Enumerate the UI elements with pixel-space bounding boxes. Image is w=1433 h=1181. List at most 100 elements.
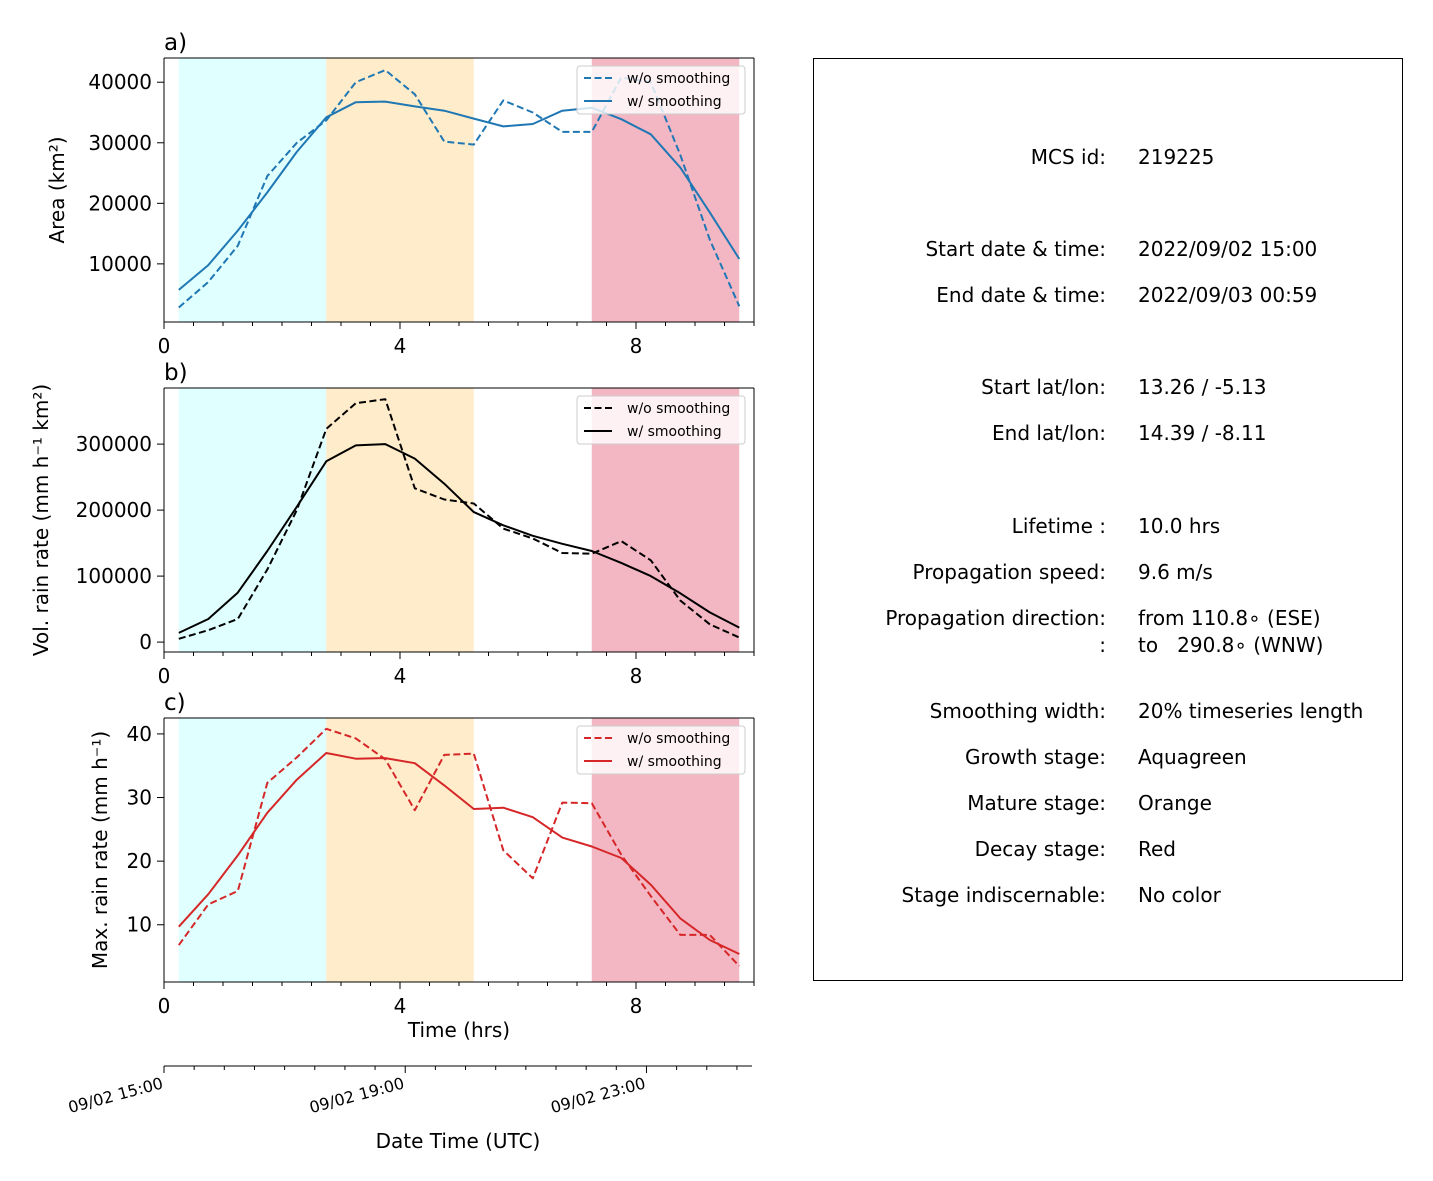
info-label: End lat/lon: bbox=[992, 421, 1106, 445]
mature-stage-band bbox=[326, 58, 474, 322]
info-label: Decay stage: bbox=[974, 837, 1106, 861]
series-line-smoothed bbox=[178, 100, 741, 291]
info-label: End date & time: bbox=[936, 283, 1106, 307]
info-value: Red bbox=[1138, 837, 1176, 861]
legend-label: w/o smoothing bbox=[627, 401, 730, 417]
info-value: 2022/09/02 15:00 bbox=[1138, 237, 1318, 261]
legend-box bbox=[576, 395, 746, 445]
x-tick-label: 4 bbox=[394, 664, 407, 688]
panel-label: c) bbox=[164, 690, 186, 716]
info-value: 13.26 / -5.13 bbox=[1138, 375, 1267, 399]
series-line-smoothed bbox=[178, 752, 740, 955]
legend-label: w/o smoothing bbox=[627, 731, 730, 747]
panel-label: a) bbox=[164, 30, 187, 56]
y-tick-label: 30 bbox=[127, 786, 152, 810]
y-tick-label: 200000 bbox=[76, 498, 152, 522]
panel-2: 0 4 8 0 100000 200000 300000 Vol. rain rate (mm… bbox=[29, 360, 755, 688]
series-line-smoothed bbox=[178, 443, 740, 634]
y-tick-label: 0 bbox=[139, 630, 152, 654]
info-label: Propagation speed: bbox=[912, 560, 1106, 584]
x-tick-label: 0 bbox=[158, 334, 171, 358]
y-tick-label: 10000 bbox=[88, 252, 152, 276]
y-tick-label: 20000 bbox=[88, 191, 152, 215]
panel-3: 0 4 8 10 20 30 40 Max. rain rate (mm h⁻¹) c) w/o … bbox=[88, 690, 755, 1018]
info-value: 219225 bbox=[1138, 145, 1215, 169]
legend-box bbox=[576, 65, 746, 115]
series-line-raw bbox=[177, 727, 741, 967]
mcs-info-panel: MCS id: 219225 Start date & time: 2022/09/0… bbox=[813, 58, 1403, 981]
info-row: Start date & time: 2022/09/02 15:00 bbox=[814, 237, 1402, 261]
info-row: Start lat/lon: 13.26 / -5.13 bbox=[814, 375, 1402, 399]
y-axis-label: Max. rain rate (mm h⁻¹) bbox=[88, 731, 112, 969]
info-label: Start lat/lon: bbox=[981, 375, 1106, 399]
info-label: Smoothing width: bbox=[929, 699, 1106, 723]
info-label: Start date & time: bbox=[925, 237, 1106, 261]
y-axis-label: Area (km²) bbox=[45, 136, 69, 243]
growth-stage-band bbox=[178, 58, 327, 322]
info-value: from 110.8∘ (ESE) bbox=[1138, 606, 1321, 630]
info-value: to 290.8∘ (WNW) bbox=[1138, 633, 1324, 657]
date-tick-label: 09/02 15:00 bbox=[66, 1074, 165, 1118]
series-line-raw bbox=[178, 398, 740, 640]
x-tick-label: 4 bbox=[394, 994, 407, 1018]
legend-box bbox=[576, 725, 746, 775]
info-label: Propagation direction: bbox=[885, 606, 1106, 630]
info-row: End date & time: 2022/09/03 00:59 bbox=[814, 283, 1402, 307]
legend-label: w/ smoothing bbox=[627, 94, 722, 110]
info-row: MCS id: 219225 bbox=[814, 145, 1402, 169]
info-value: Aquagreen bbox=[1138, 745, 1247, 769]
info-value: No color bbox=[1138, 883, 1221, 907]
x-tick-label: 8 bbox=[630, 994, 643, 1018]
mature-stage-band bbox=[326, 718, 474, 982]
panel-label: b) bbox=[164, 360, 188, 386]
y-tick-label: 40 bbox=[127, 722, 152, 746]
info-row: Lifetime : 10.0 hrs bbox=[814, 514, 1402, 538]
legend-label: w/ smoothing bbox=[627, 754, 722, 770]
info-row: End lat/lon: 14.39 / -8.11 bbox=[814, 421, 1402, 445]
y-tick-label: 10 bbox=[127, 913, 152, 937]
info-row: Propagation speed: 9.6 m/s bbox=[814, 560, 1402, 584]
info-value: 10.0 hrs bbox=[1138, 514, 1221, 538]
legend-label: w/o smoothing bbox=[627, 71, 730, 87]
info-label: MCS id: bbox=[1030, 145, 1106, 169]
info-row: Stage indiscernable: No color bbox=[814, 883, 1402, 907]
y-tick-label: 20 bbox=[127, 849, 152, 873]
info-row: Mature stage: Orange bbox=[814, 791, 1402, 815]
info-label: Stage indiscernable: bbox=[901, 883, 1106, 907]
y-tick-label: 30000 bbox=[88, 131, 152, 155]
panel-1: 0 4 8 10000 20000 30000 40000 Area (km²) a) w/o s… bbox=[45, 30, 755, 358]
info-row: Propagation direction: from 110.8∘ (ESE) bbox=[814, 606, 1402, 630]
legend: w/o smoothing w/ smoothing bbox=[576, 65, 746, 115]
info-value: 20% timeseries length bbox=[1138, 699, 1364, 723]
x-tick-label: 8 bbox=[630, 334, 643, 358]
date-tick-label: 09/02 19:00 bbox=[307, 1074, 406, 1118]
info-label: Lifetime : bbox=[1011, 514, 1106, 538]
mature-stage-band bbox=[326, 388, 474, 652]
info-row: Growth stage: Aquagreen bbox=[814, 745, 1402, 769]
date-tick-label: 09/02 23:00 bbox=[549, 1074, 648, 1118]
info-value: 9.6 m/s bbox=[1138, 560, 1213, 584]
y-tick-label: 40000 bbox=[88, 70, 152, 94]
info-row: : to 290.8∘ (WNW) bbox=[814, 633, 1402, 657]
growth-stage-band bbox=[178, 388, 327, 652]
info-value: 2022/09/03 00:59 bbox=[1138, 283, 1318, 307]
info-value: 14.39 / -8.11 bbox=[1138, 421, 1267, 445]
info-row: Smoothing width: 20% timeseries length bbox=[814, 699, 1402, 723]
info-label: : bbox=[1099, 633, 1106, 657]
y-tick-label: 300000 bbox=[76, 432, 152, 456]
y-axis-label: Vol. rain rate (mm h⁻¹ km²) bbox=[29, 384, 53, 656]
legend: w/o smoothing w/ smoothing bbox=[576, 725, 746, 775]
info-row: Decay stage: Red bbox=[814, 837, 1402, 861]
date-axis-label: Date Time (UTC) bbox=[376, 1129, 541, 1153]
y-tick-label: 100000 bbox=[76, 564, 152, 588]
legend-label: w/ smoothing bbox=[627, 424, 722, 440]
info-label: Growth stage: bbox=[964, 745, 1106, 769]
x-tick-label: 8 bbox=[630, 664, 643, 688]
info-value: Orange bbox=[1138, 791, 1212, 815]
date-time-axis: 09/02 15:00 09/02 19:00 09/02 23:00 bbox=[66, 1065, 752, 1118]
legend: w/o smoothing w/ smoothing bbox=[576, 395, 746, 445]
growth-stage-band bbox=[178, 718, 327, 982]
x-tick-label: 4 bbox=[394, 334, 407, 358]
x-tick-label: 0 bbox=[158, 664, 171, 688]
